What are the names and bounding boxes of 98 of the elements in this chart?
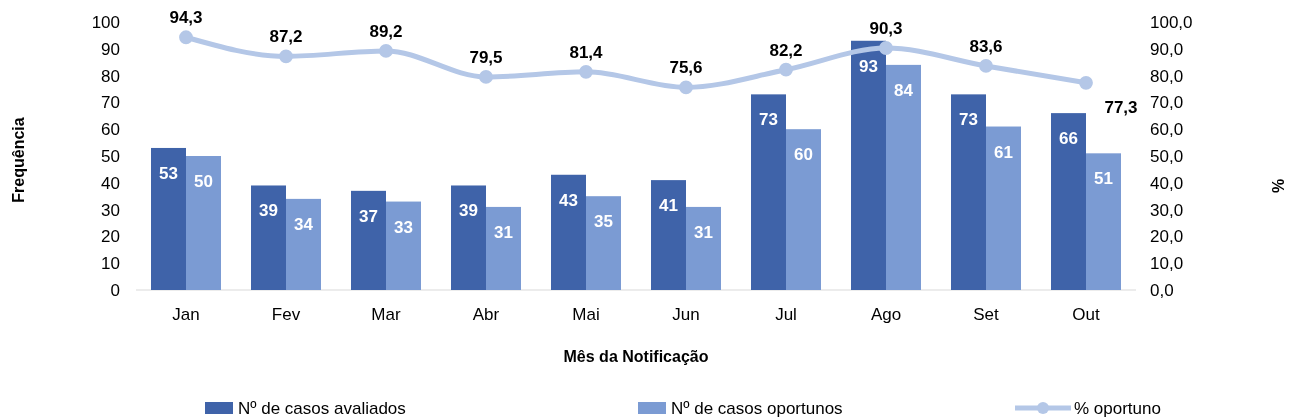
- bar: [786, 129, 821, 290]
- bar: [1051, 113, 1086, 290]
- bar: [851, 40, 886, 290]
- x-tick-label: Ago: [870, 305, 902, 324]
- data-label: 93: [859, 56, 878, 76]
- data-label: 43: [559, 190, 578, 210]
- y-tick-label: 40: [101, 173, 120, 193]
- y2-tick-label: 50,0: [1150, 146, 1184, 166]
- bar: [286, 198, 321, 290]
- data-label: 77,3: [1104, 97, 1138, 117]
- point: [479, 70, 493, 84]
- legend-label: Nº de casos oportunos: [671, 399, 843, 418]
- data-label: 89,2: [369, 21, 403, 41]
- point: [1079, 75, 1093, 90]
- data-label: 87,2: [269, 27, 303, 47]
- y-tick-label: 60: [101, 120, 120, 140]
- data-label: 35: [594, 212, 613, 232]
- data-label: 31: [494, 222, 513, 242]
- data-label: 39: [459, 201, 478, 221]
- y2-tick-label: 40,0: [1150, 173, 1184, 193]
- y2-tick-label: 80,0: [1150, 66, 1184, 86]
- y2-tick-label: 30,0: [1150, 200, 1184, 220]
- x-tick-label: Abr: [472, 305, 500, 324]
- data-label: 73: [759, 110, 778, 130]
- data-label: 31: [694, 222, 713, 242]
- data-label: 60: [794, 145, 813, 165]
- data-label: 94,3: [169, 8, 203, 28]
- y-tick-label: 30: [101, 200, 120, 220]
- bar: [551, 174, 586, 290]
- point: [379, 44, 393, 58]
- bar: [751, 94, 786, 290]
- legend-label: Nº de casos avaliados: [238, 399, 406, 418]
- bar: [1086, 153, 1121, 290]
- y2-tick-label: 0,0: [1150, 280, 1174, 300]
- data-label: 73: [959, 110, 978, 130]
- point: [179, 30, 193, 45]
- x-tick-label: Mai: [572, 305, 600, 324]
- bar: [986, 126, 1021, 290]
- y-tick-label: 70: [101, 93, 120, 113]
- x-axis-title: Mês da Notificação: [563, 348, 709, 365]
- bar: [486, 206, 521, 290]
- y-tick-label: 80: [101, 66, 120, 86]
- bar: [686, 206, 721, 290]
- y2-tick-label: 100,0: [1150, 12, 1193, 32]
- data-label: 83,6: [969, 36, 1003, 56]
- x-tick-label: Set: [973, 305, 1000, 324]
- data-label: 75,6: [669, 58, 703, 78]
- x-tick-label: Mar: [371, 305, 401, 324]
- x-tick-label: Out: [1072, 305, 1100, 324]
- bar: [251, 185, 286, 290]
- data-label: 82,2: [769, 40, 803, 60]
- y2-tick-label: 90,0: [1150, 39, 1184, 59]
- data-label: 50: [194, 172, 213, 191]
- y-tick-label: 10: [101, 254, 120, 274]
- x-tick-label: Jan: [172, 305, 200, 324]
- bar: [451, 185, 486, 290]
- y2-tick-label: 20,0: [1150, 227, 1184, 247]
- data-label: 81,4: [569, 42, 604, 62]
- point: [579, 64, 593, 79]
- bar: [651, 180, 686, 290]
- y-tick-label: 90: [101, 39, 120, 59]
- point: [979, 59, 993, 73]
- point: [679, 80, 693, 95]
- y2-tick-label: 70,0: [1150, 93, 1184, 113]
- y2-tick-label: 60,0: [1150, 120, 1184, 140]
- bar: [186, 156, 221, 290]
- bar: [886, 64, 921, 290]
- y-tick-label: 20: [101, 227, 120, 247]
- bar: [951, 94, 986, 290]
- data-label: 61: [994, 142, 1013, 162]
- data-label: 33: [394, 217, 413, 237]
- y2-tick-label: 10,0: [1150, 254, 1184, 274]
- y2-axis-title: %: [1270, 178, 1287, 194]
- bar: [386, 201, 421, 290]
- x-tick-label: Jun: [672, 305, 700, 324]
- data-label: 84: [894, 80, 914, 100]
- data-label: 66: [1059, 129, 1078, 149]
- bar: [351, 190, 386, 290]
- x-tick-label: Jul: [775, 305, 797, 324]
- y-tick-label: 50: [101, 146, 120, 166]
- data-label: 79,5: [469, 47, 503, 67]
- data-label: 37: [359, 206, 378, 226]
- point: [279, 49, 293, 64]
- data-label: 39: [259, 201, 278, 221]
- point: [879, 41, 893, 55]
- point: [779, 62, 793, 77]
- data-label: 90,3: [869, 19, 903, 38]
- y-axis-title: Frequência: [10, 117, 27, 203]
- y-tick-label: 0: [110, 280, 120, 300]
- data-label: 34: [294, 214, 314, 234]
- data-label: 41: [659, 196, 678, 216]
- data-label: 51: [1094, 169, 1113, 189]
- bar: [151, 147, 186, 290]
- y-tick-label: 100: [91, 12, 120, 32]
- x-tick-label: Fev: [271, 305, 301, 324]
- data-label: 53: [159, 163, 178, 183]
- bar: [586, 196, 621, 290]
- legend-label: % oportuno: [1074, 399, 1161, 418]
